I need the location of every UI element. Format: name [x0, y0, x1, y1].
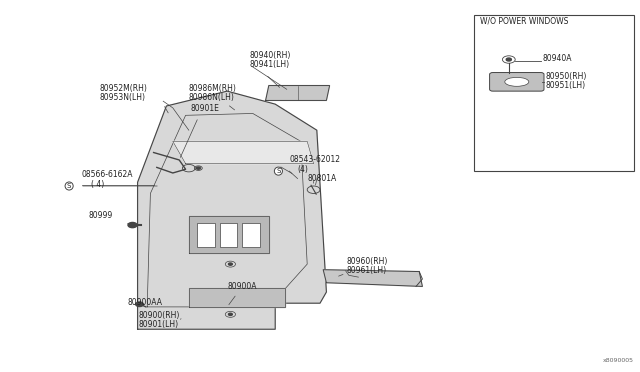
Circle shape [196, 167, 200, 169]
Polygon shape [173, 141, 314, 164]
Text: 80801A: 80801A [307, 174, 337, 183]
Text: 80900AA: 80900AA [128, 298, 163, 307]
Circle shape [136, 302, 143, 307]
Bar [197, 223, 215, 247]
Text: x8090005: x8090005 [603, 358, 634, 363]
Text: S: S [276, 168, 280, 174]
Text: S: S [67, 183, 71, 189]
Polygon shape [266, 86, 330, 100]
Text: 08543-62012: 08543-62012 [289, 155, 340, 164]
Text: (4): (4) [298, 165, 308, 174]
Text: 08566-6162A: 08566-6162A [82, 170, 133, 179]
Text: ( 4): ( 4) [91, 180, 104, 189]
Text: 80950(RH): 80950(RH) [546, 72, 588, 81]
Text: 80901E: 80901E [191, 105, 220, 113]
Text: 80940(RH): 80940(RH) [250, 51, 291, 60]
Text: 80953N(LH): 80953N(LH) [99, 93, 145, 102]
Circle shape [228, 313, 232, 315]
Text: W/O POWER WINDOWS: W/O POWER WINDOWS [480, 17, 568, 26]
Bar [220, 223, 237, 247]
Text: 80941(LH): 80941(LH) [250, 60, 290, 69]
Text: 80900A: 80900A [227, 282, 257, 291]
Bar [474, 15, 634, 171]
Circle shape [506, 58, 511, 61]
FancyBboxPatch shape [490, 73, 544, 91]
Text: 80961(LH): 80961(LH) [347, 266, 387, 275]
Text: 80951(LH): 80951(LH) [546, 81, 586, 90]
Text: 80986N(LH): 80986N(LH) [189, 93, 235, 102]
Text: 80960(RH): 80960(RH) [347, 257, 388, 266]
Text: 80986M(RH): 80986M(RH) [189, 84, 237, 93]
Text: 80901(LH): 80901(LH) [139, 320, 179, 329]
Text: 80940A: 80940A [543, 54, 572, 63]
Ellipse shape [505, 77, 529, 86]
Text: 80952M(RH): 80952M(RH) [99, 84, 147, 93]
Polygon shape [189, 288, 285, 307]
Polygon shape [323, 270, 422, 286]
Bar [242, 223, 260, 247]
Text: 80900(RH): 80900(RH) [138, 311, 179, 320]
Circle shape [128, 222, 137, 228]
Circle shape [228, 263, 232, 265]
Text: 80999: 80999 [88, 211, 113, 220]
Polygon shape [189, 216, 269, 253]
Polygon shape [138, 91, 326, 329]
